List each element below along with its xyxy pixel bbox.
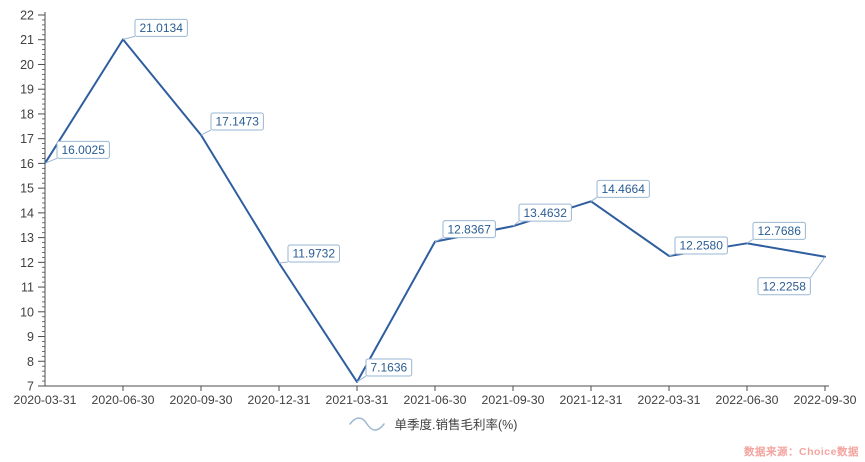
x-tick-label: 2022-03-31 xyxy=(638,393,701,407)
data-label-box xyxy=(518,203,572,222)
y-tick-label: 15 xyxy=(20,182,34,196)
legend-line-icon xyxy=(348,416,385,431)
data-label-text: 14.4664 xyxy=(602,182,646,196)
data-label: 12.2258 xyxy=(757,256,826,296)
legend-label: 单季度.销售毛利率(%) xyxy=(394,418,518,432)
x-tick-label: 2021-06-30 xyxy=(404,393,467,407)
x-tick-label: 2022-09-30 xyxy=(794,393,857,407)
data-label-box xyxy=(365,358,413,377)
data-label-leader xyxy=(668,253,676,257)
data-label-box xyxy=(757,277,811,296)
line-chart-svg: 7 8 9 10 11 12 13 14 15 16 17 18 19 20 21 22 2020-03-31 2… xyxy=(14,9,857,408)
data-label-leader xyxy=(278,261,289,264)
data-label-text: 11.9732 xyxy=(293,247,336,261)
data-label-text: 21.0134 xyxy=(140,21,184,35)
data-label: 11.9732 xyxy=(278,244,340,264)
y-tick-label: 10 xyxy=(20,305,34,319)
legend-item[interactable]: 单季度.销售毛利率(%) xyxy=(348,414,518,433)
data-label: 7.1636 xyxy=(356,358,413,383)
y-tick-label: 20 xyxy=(20,58,34,72)
data-label-box xyxy=(442,220,496,239)
data-label-box xyxy=(674,236,728,255)
x-tick-label: 2020-03-31 xyxy=(14,393,77,407)
y-tick-label: 16 xyxy=(20,157,34,171)
data-label-leader xyxy=(746,238,754,244)
data-label: 14.4664 xyxy=(590,179,650,202)
y-tick-label: 13 xyxy=(20,231,34,245)
data-label: 16.0025 xyxy=(44,140,110,164)
data-label-box xyxy=(287,244,340,263)
data-label: 17.1473 xyxy=(200,112,264,136)
data-label: 12.7686 xyxy=(746,221,806,244)
data-label-box xyxy=(56,140,110,159)
data-label-leader xyxy=(122,35,136,40)
data-label-text: 16.0025 xyxy=(62,143,106,157)
x-tick-label: 2020-12-31 xyxy=(248,393,311,407)
y-tick-label: 7 xyxy=(27,380,34,394)
x-tick-label: 2021-03-31 xyxy=(326,393,389,407)
data-label: 13.4632 xyxy=(512,203,572,227)
data-label-leader xyxy=(512,220,520,227)
data-label-leader xyxy=(356,375,367,383)
data-label: 21.0134 xyxy=(122,18,188,40)
y-tick-label: 14 xyxy=(20,206,34,220)
y-tick-label: 17 xyxy=(20,132,34,146)
data-label-box xyxy=(210,112,264,131)
data-label-text: 12.2580 xyxy=(680,239,724,253)
x-tick-label: 2021-12-31 xyxy=(560,393,623,407)
series-line xyxy=(44,38,826,383)
data-label-text: 12.2258 xyxy=(763,279,807,293)
x-tick-label: 2022-06-30 xyxy=(716,393,779,407)
data-label-box xyxy=(752,221,806,240)
y-tick-label: 9 xyxy=(27,330,34,344)
data-label-text: 13.4632 xyxy=(524,206,568,220)
data-label: 12.8367 xyxy=(434,220,496,243)
data-label-text: 7.1636 xyxy=(371,361,408,375)
y-tick-label: 21 xyxy=(20,33,34,47)
y-tick-label: 11 xyxy=(21,281,34,295)
data-label-text: 12.8367 xyxy=(448,222,492,236)
data-label-text: 17.1473 xyxy=(216,115,260,129)
y-tick-label: 19 xyxy=(20,83,34,97)
y-tick-label: 18 xyxy=(20,107,34,121)
y-tick-label: 8 xyxy=(27,355,34,369)
data-label-leader xyxy=(434,237,444,243)
data-label-text: 12.7686 xyxy=(758,224,802,238)
data-label-leader xyxy=(200,129,212,136)
data-label-leader xyxy=(44,157,58,164)
data-label-leader xyxy=(590,196,598,202)
legend: 单季度.销售毛利率(%) xyxy=(0,414,865,433)
x-tick-label: 2020-09-30 xyxy=(170,393,233,407)
data-label-box xyxy=(134,18,188,37)
data-label-box xyxy=(596,179,650,198)
x-tick-label: 2020-06-30 xyxy=(92,393,155,407)
y-tick-label: 22 xyxy=(20,9,34,23)
watermark: 数据来源：Choice数据 xyxy=(743,446,859,458)
data-label-leader xyxy=(809,256,826,279)
y-tick-label: 12 xyxy=(20,256,34,270)
data-label: 12.2580 xyxy=(668,236,728,257)
x-tick-label: 2021-09-30 xyxy=(482,393,545,407)
